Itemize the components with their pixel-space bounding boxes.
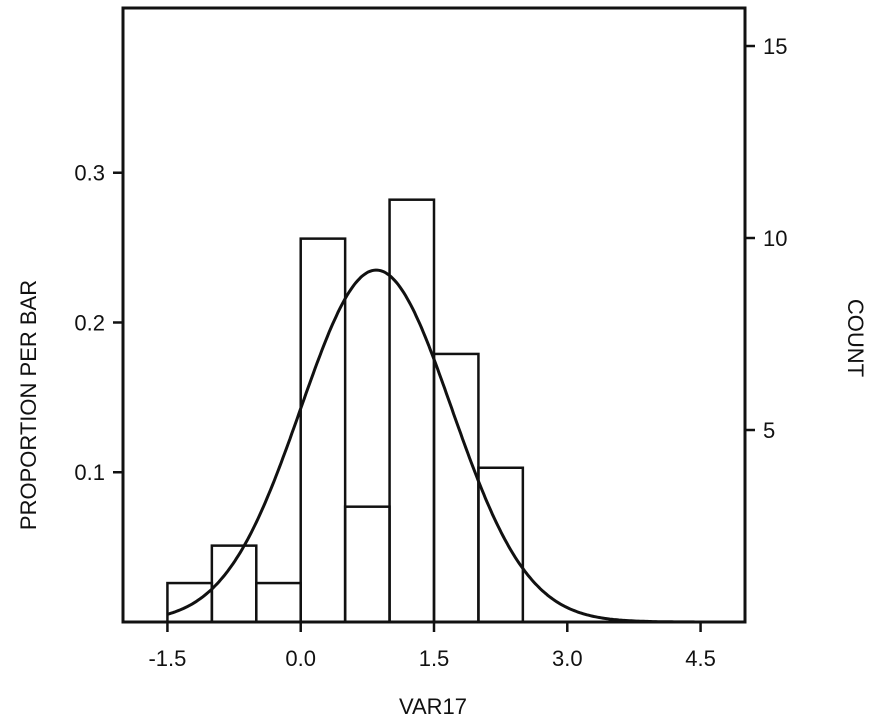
histogram-bar (432, 352, 480, 624)
x-tick-label: 0.0 (285, 646, 316, 671)
y-left-tick-label: 0.1 (74, 460, 105, 485)
y-left-tick-label: 0.2 (74, 310, 105, 335)
x-tick-label: 3.0 (552, 646, 583, 671)
y-right-tick-label: 15 (763, 34, 787, 59)
y-right-tick-label: 10 (763, 226, 787, 251)
x-tick-label: 4.5 (685, 646, 716, 671)
histogram-bar (299, 237, 347, 624)
y-right-axis-ticks: 5 10 15 (745, 34, 787, 443)
x-tick-label: 1.5 (419, 646, 450, 671)
x-axis-ticks: -1.5 0.0 1.5 3.0 4.5 (148, 622, 716, 671)
y-left-tick-label: 0.3 (74, 161, 105, 186)
y-right-axis-title: COUNT (843, 299, 868, 377)
y-left-axis-ticks: 0.1 0.2 0.3 (74, 161, 123, 485)
histogram-bar (388, 198, 436, 624)
y-left-axis-title: PROPORTION PER BAR (16, 280, 41, 530)
bars (166, 198, 525, 624)
histogram-bar (166, 581, 214, 624)
x-tick-label: -1.5 (148, 646, 186, 671)
histogram-bar (255, 581, 302, 624)
histogram-bar (343, 505, 391, 624)
histogram-bar (477, 466, 525, 624)
x-axis-title: VAR17 (399, 694, 467, 719)
y-right-tick-label: 5 (763, 418, 775, 443)
normal-curve (166, 268, 745, 624)
